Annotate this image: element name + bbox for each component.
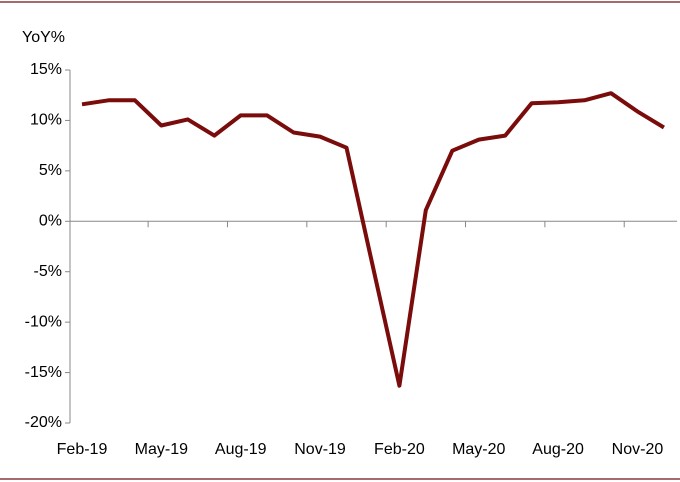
y-tick-label: 10% (30, 112, 62, 129)
y-tick-label: -5% (34, 263, 62, 280)
x-tick-label: Aug-20 (532, 441, 584, 458)
y-tick-label: -10% (25, 313, 62, 330)
y-tick-label: -15% (25, 364, 62, 381)
x-tick-label: Feb-19 (57, 441, 108, 458)
y-tick-label: 5% (39, 162, 62, 179)
x-tick-label: Aug-19 (215, 441, 267, 458)
x-tick-label: May-20 (452, 441, 505, 458)
y-tick-label: 15% (30, 61, 62, 78)
y-tick-label: -20% (25, 414, 62, 431)
line-series (81, 91, 665, 388)
x-tick-label: Nov-20 (612, 441, 664, 458)
x-tick-label: May-19 (135, 441, 188, 458)
y-tick-label: 0% (39, 213, 62, 230)
y-axis-label: YoY% (22, 29, 65, 46)
x-tick-label: Feb-20 (374, 441, 425, 458)
x-tick-label: Nov-19 (294, 441, 346, 458)
